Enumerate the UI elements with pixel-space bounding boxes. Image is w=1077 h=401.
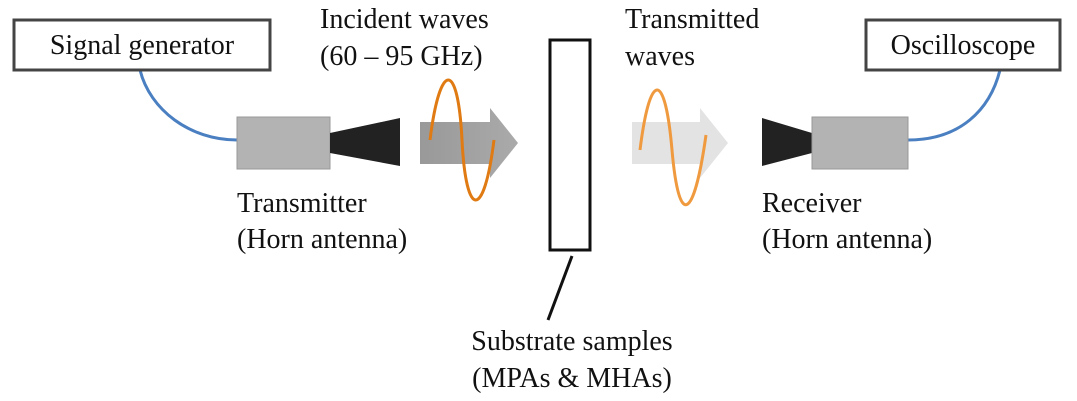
label: Receiver [762,188,862,219]
label: Substrate samples [471,326,672,357]
label: (Horn antenna) [762,224,932,255]
label: (MPAs & MHAs) [472,363,672,394]
cable [138,69,238,142]
label: (Horn antenna) [237,224,407,255]
label: Transmitted [625,4,759,35]
label: waves [625,41,695,72]
sample [548,38,592,252]
wave [638,88,708,206]
incident-arrow [420,108,518,178]
box-label: Oscilloscope [891,30,1036,61]
transmitted-arrow [632,108,728,178]
horn [330,118,400,166]
box-label: Signal generator [50,30,235,61]
pointer [546,255,574,321]
label: (60 – 95 GHz) [320,41,483,72]
wave [428,78,496,202]
transmitter [236,116,331,170]
receiver [811,116,909,170]
signal-generator-box [12,18,272,72]
oscilloscope-box [864,18,1062,72]
cable [907,69,1002,142]
horn [762,118,812,166]
label: Incident waves [320,4,489,35]
label: Transmitter [237,188,367,219]
